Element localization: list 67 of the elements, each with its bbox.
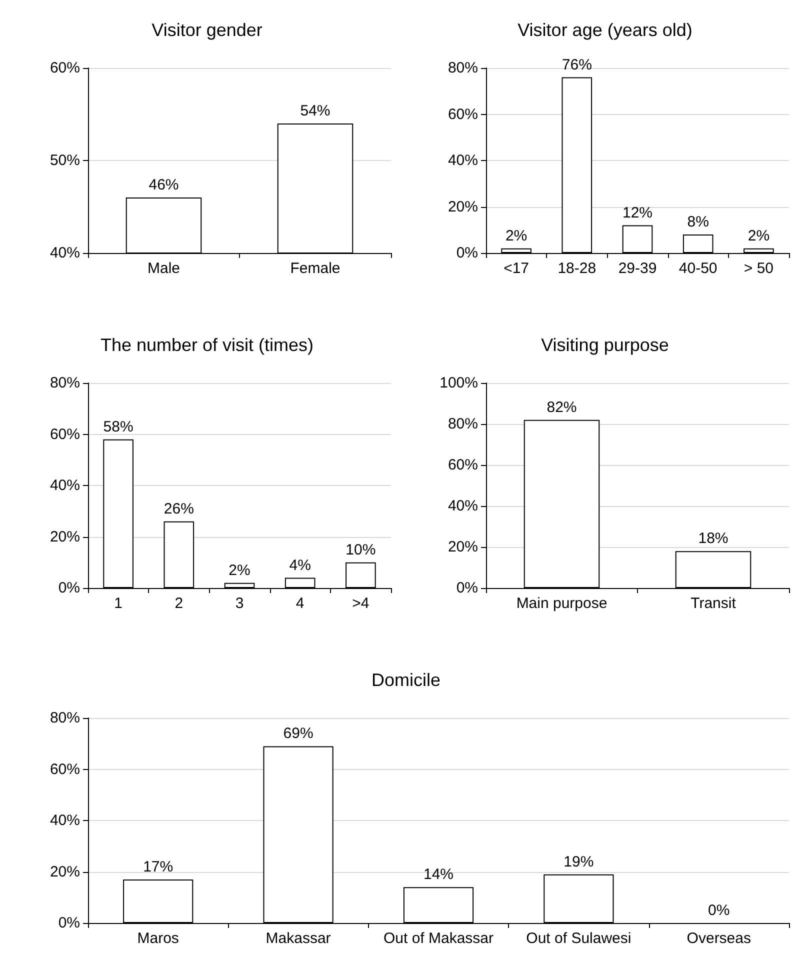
x-tick-label: Out of Sulawesi [526, 930, 632, 947]
x-tick-label: 3 [235, 595, 244, 612]
data-label: 58% [103, 418, 134, 436]
x-tick-label: Makassar [266, 930, 331, 947]
data-label: 46% [148, 176, 179, 194]
x-tick-label: 18-28 [558, 260, 596, 277]
x-tick-label: Main purpose [516, 595, 608, 612]
data-label: 2% [228, 562, 250, 579]
x-tick-label: >4 [352, 595, 370, 612]
chart-title: Visitor gender [152, 20, 262, 40]
x-tick-label: 4 [296, 595, 304, 612]
y-tick-label: 20% [448, 198, 478, 216]
x-tick-label: Male [147, 260, 180, 277]
y-tick-label: 40% [448, 498, 478, 514]
y-tick-label: 0% [456, 580, 478, 596]
x-tick-label: 1 [114, 595, 122, 612]
chart-title: The number of visit (times) [100, 335, 314, 355]
data-label: 2% [748, 227, 770, 244]
y-tick-label: 80% [50, 374, 80, 392]
y-tick-label: 40% [50, 477, 80, 494]
chart-title: Domicile [371, 670, 441, 690]
y-tick-label: 50% [50, 152, 80, 169]
data-label: 0% [708, 902, 730, 919]
y-tick-label: 40% [448, 152, 478, 169]
y-tick-label: 80% [448, 60, 478, 76]
y-tick-label: 60% [448, 456, 478, 474]
data-label: 17% [143, 858, 174, 876]
x-tick-label: 2 [174, 595, 184, 612]
chart-title: Visiting purpose [541, 335, 669, 355]
x-tick-label: Maros [137, 930, 179, 947]
y-tick-label: 60% [448, 106, 478, 123]
x-tick-label: 40-50 [678, 260, 718, 277]
chart-title: Visitor age (years old) [518, 20, 692, 40]
y-tick-label: 20% [448, 538, 478, 556]
data-label: 4% [289, 556, 311, 574]
data-label: 76% [562, 56, 592, 74]
data-label: 54% [300, 102, 330, 120]
y-tick-label: 100% [440, 374, 478, 392]
data-label: 19% [564, 853, 594, 870]
data-label: 69% [283, 725, 314, 742]
x-tick-label: 29-39 [618, 260, 657, 277]
data-label: 26% [164, 500, 194, 518]
data-label: 82% [546, 398, 577, 416]
x-tick-label: Female [290, 260, 340, 277]
x-tick-label: <17 [504, 260, 530, 277]
y-tick-label: 20% [50, 528, 80, 546]
y-tick-label: 0% [456, 244, 478, 262]
x-tick-label: Overseas [686, 930, 751, 947]
x-tick-label: Transit [690, 595, 737, 612]
y-tick-label: 20% [50, 863, 80, 880]
x-tick-label: Out of Makassar [383, 930, 494, 947]
y-tick-label: 60% [50, 60, 80, 76]
y-tick-label: 40% [50, 244, 80, 262]
data-label: 10% [346, 541, 376, 558]
data-label: 2% [505, 227, 528, 244]
y-tick-label: 0% [58, 914, 80, 932]
data-label: 8% [687, 214, 709, 230]
data-label: 14% [423, 866, 454, 884]
y-tick-label: 60% [50, 760, 80, 778]
y-tick-label: 40% [50, 812, 80, 829]
data-label: 18% [698, 530, 728, 548]
y-tick-label: 80% [448, 416, 478, 432]
y-tick-label: 80% [50, 710, 80, 726]
data-label: 12% [622, 204, 653, 222]
y-tick-label: 60% [50, 426, 80, 443]
y-tick-label: 0% [58, 580, 80, 596]
x-tick-label: > 50 [744, 260, 774, 277]
